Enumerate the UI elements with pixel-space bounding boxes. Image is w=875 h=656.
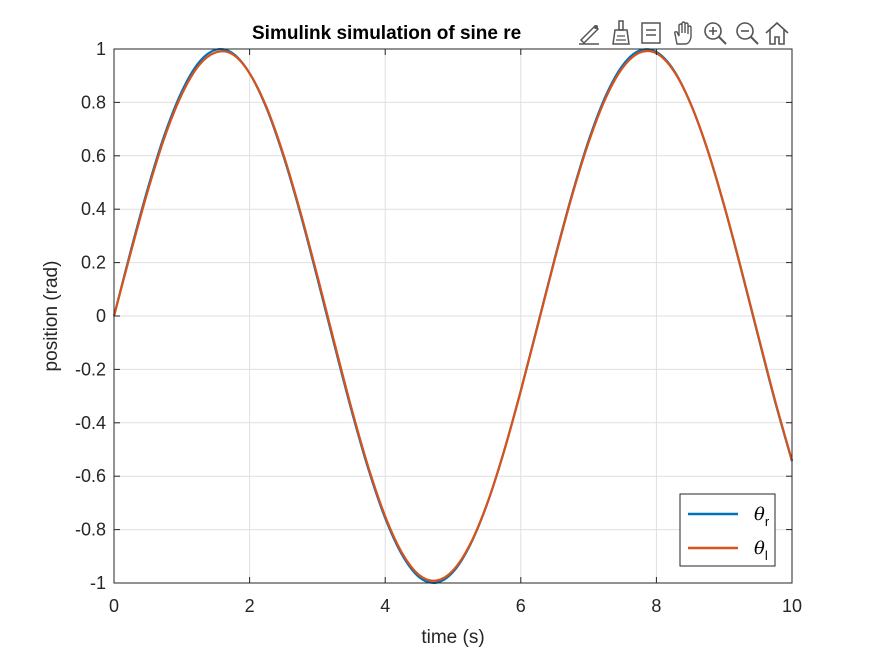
y-tick-label: -1 [90,573,106,593]
grid-lines [113,48,793,584]
y-tick-label: 0.2 [81,253,106,273]
data-tips-button[interactable] [575,18,603,48]
series-line-theta-l [112,49,794,582]
y-tick-label: 1 [96,39,106,59]
link-icon [641,22,661,44]
y-axis-label: position (rad) [41,261,62,372]
legend-box [679,493,776,567]
legend-label-theta-l: θl [754,538,768,563]
y-tick-label: -0.4 [75,413,106,433]
y-tick-label: 0.8 [81,92,106,112]
brush-icon [612,20,630,45]
home-button[interactable] [763,18,791,48]
legend-label-theta-r: θr [754,504,770,529]
link-button[interactable] [637,18,665,48]
x-tick-label: 6 [516,596,526,616]
x-tick-label: 2 [245,596,255,616]
zoom-out-icon [736,22,759,45]
axes-toolbar [575,18,795,48]
x-axis-label: time (s) [421,627,484,648]
pan-icon [674,21,692,45]
y-tick-label: 0 [96,306,106,326]
zoom-out-button[interactable] [733,18,761,48]
y-tick-label: 0.6 [81,146,106,166]
chart-title: Simulink simulation of sine re [252,23,521,44]
axis-ticks: 0 2 4 6 8 10 1 0.8 0.6 0.4 0.2 0 -0.2 -0.4 -0.6 -0.8 -1 [75,39,802,616]
zoom-in-button[interactable] [701,18,729,48]
plot-lines [112,48,794,585]
x-tick-label: 8 [651,596,661,616]
x-tick-label: 10 [782,596,802,616]
pan-button[interactable] [669,18,697,48]
y-tick-label: -0.6 [75,466,106,486]
zoom-in-icon [704,22,727,45]
y-tick-label: -0.8 [75,520,106,540]
y-tick-label: -0.2 [75,359,106,379]
brush-button[interactable] [607,18,635,48]
legend[interactable]: θr θl [679,493,776,567]
data-tips-icon [579,24,600,45]
x-tick-label: 0 [109,596,119,616]
y-tick-label: 0.4 [81,199,106,219]
home-icon [765,21,789,45]
x-tick-label: 4 [380,596,390,616]
